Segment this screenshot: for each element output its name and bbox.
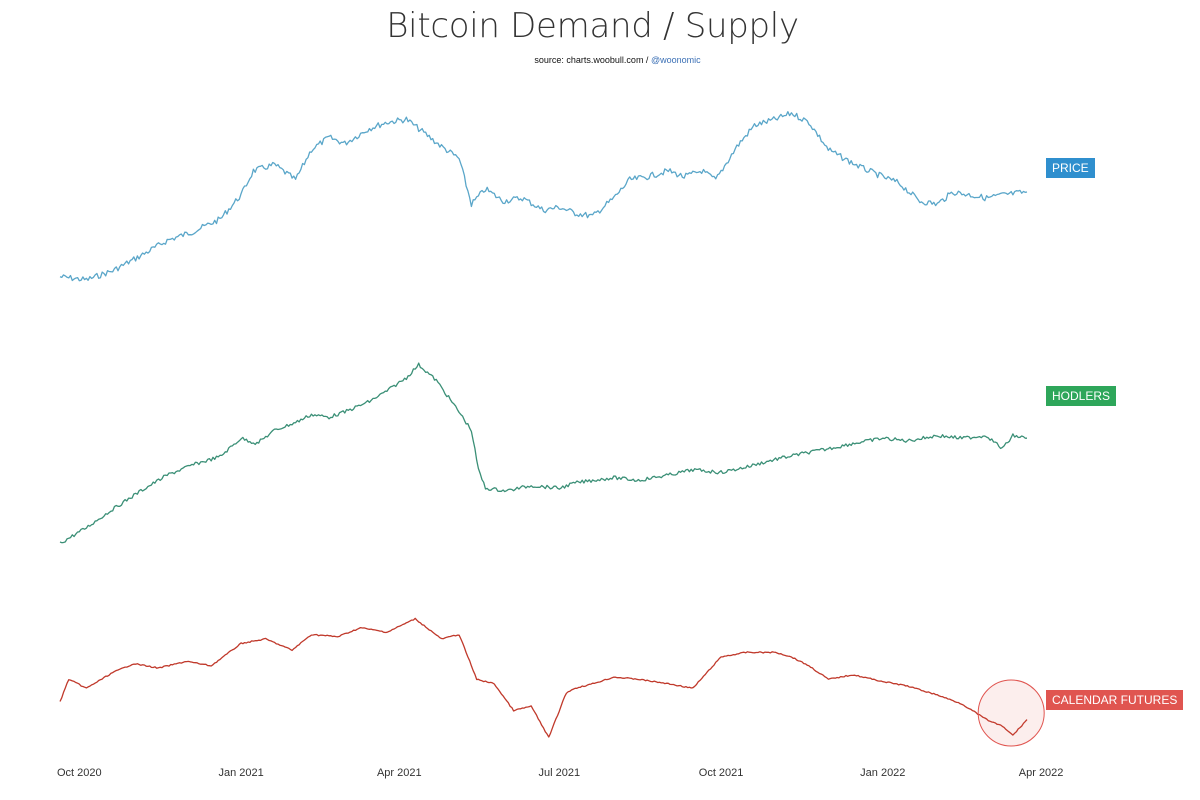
source-prefix: source: charts.woobull.com / (534, 55, 651, 65)
x-tick-label: Jul 2021 (539, 767, 581, 779)
series-label-price: PRICE (1046, 158, 1095, 178)
series-line-price (59, 111, 1028, 282)
series-label-calendar-futures: CALENDAR FUTURES (1046, 690, 1184, 710)
x-tick-label: Oct 2020 (57, 767, 102, 779)
x-tick-label: Oct 2021 (699, 767, 744, 779)
x-tick-label: Apr 2022 (1019, 767, 1064, 779)
series-line-calendar-futures (59, 617, 1028, 738)
series-label-hodlers: HODLERS (1046, 386, 1117, 406)
chart-title: Bitcoin Demand / Supply (386, 6, 799, 46)
series-line-hodlers (59, 362, 1027, 544)
x-tick-label: Jan 2022 (860, 767, 905, 779)
x-tick-label: Apr 2021 (377, 767, 422, 779)
source-handle-link[interactable]: @woonomic (650, 55, 701, 65)
annotation-circle (977, 679, 1045, 747)
chart-source: source: charts.woobull.com / @woonomic (0, 55, 1200, 65)
x-tick-label: Jan 2021 (218, 767, 263, 779)
